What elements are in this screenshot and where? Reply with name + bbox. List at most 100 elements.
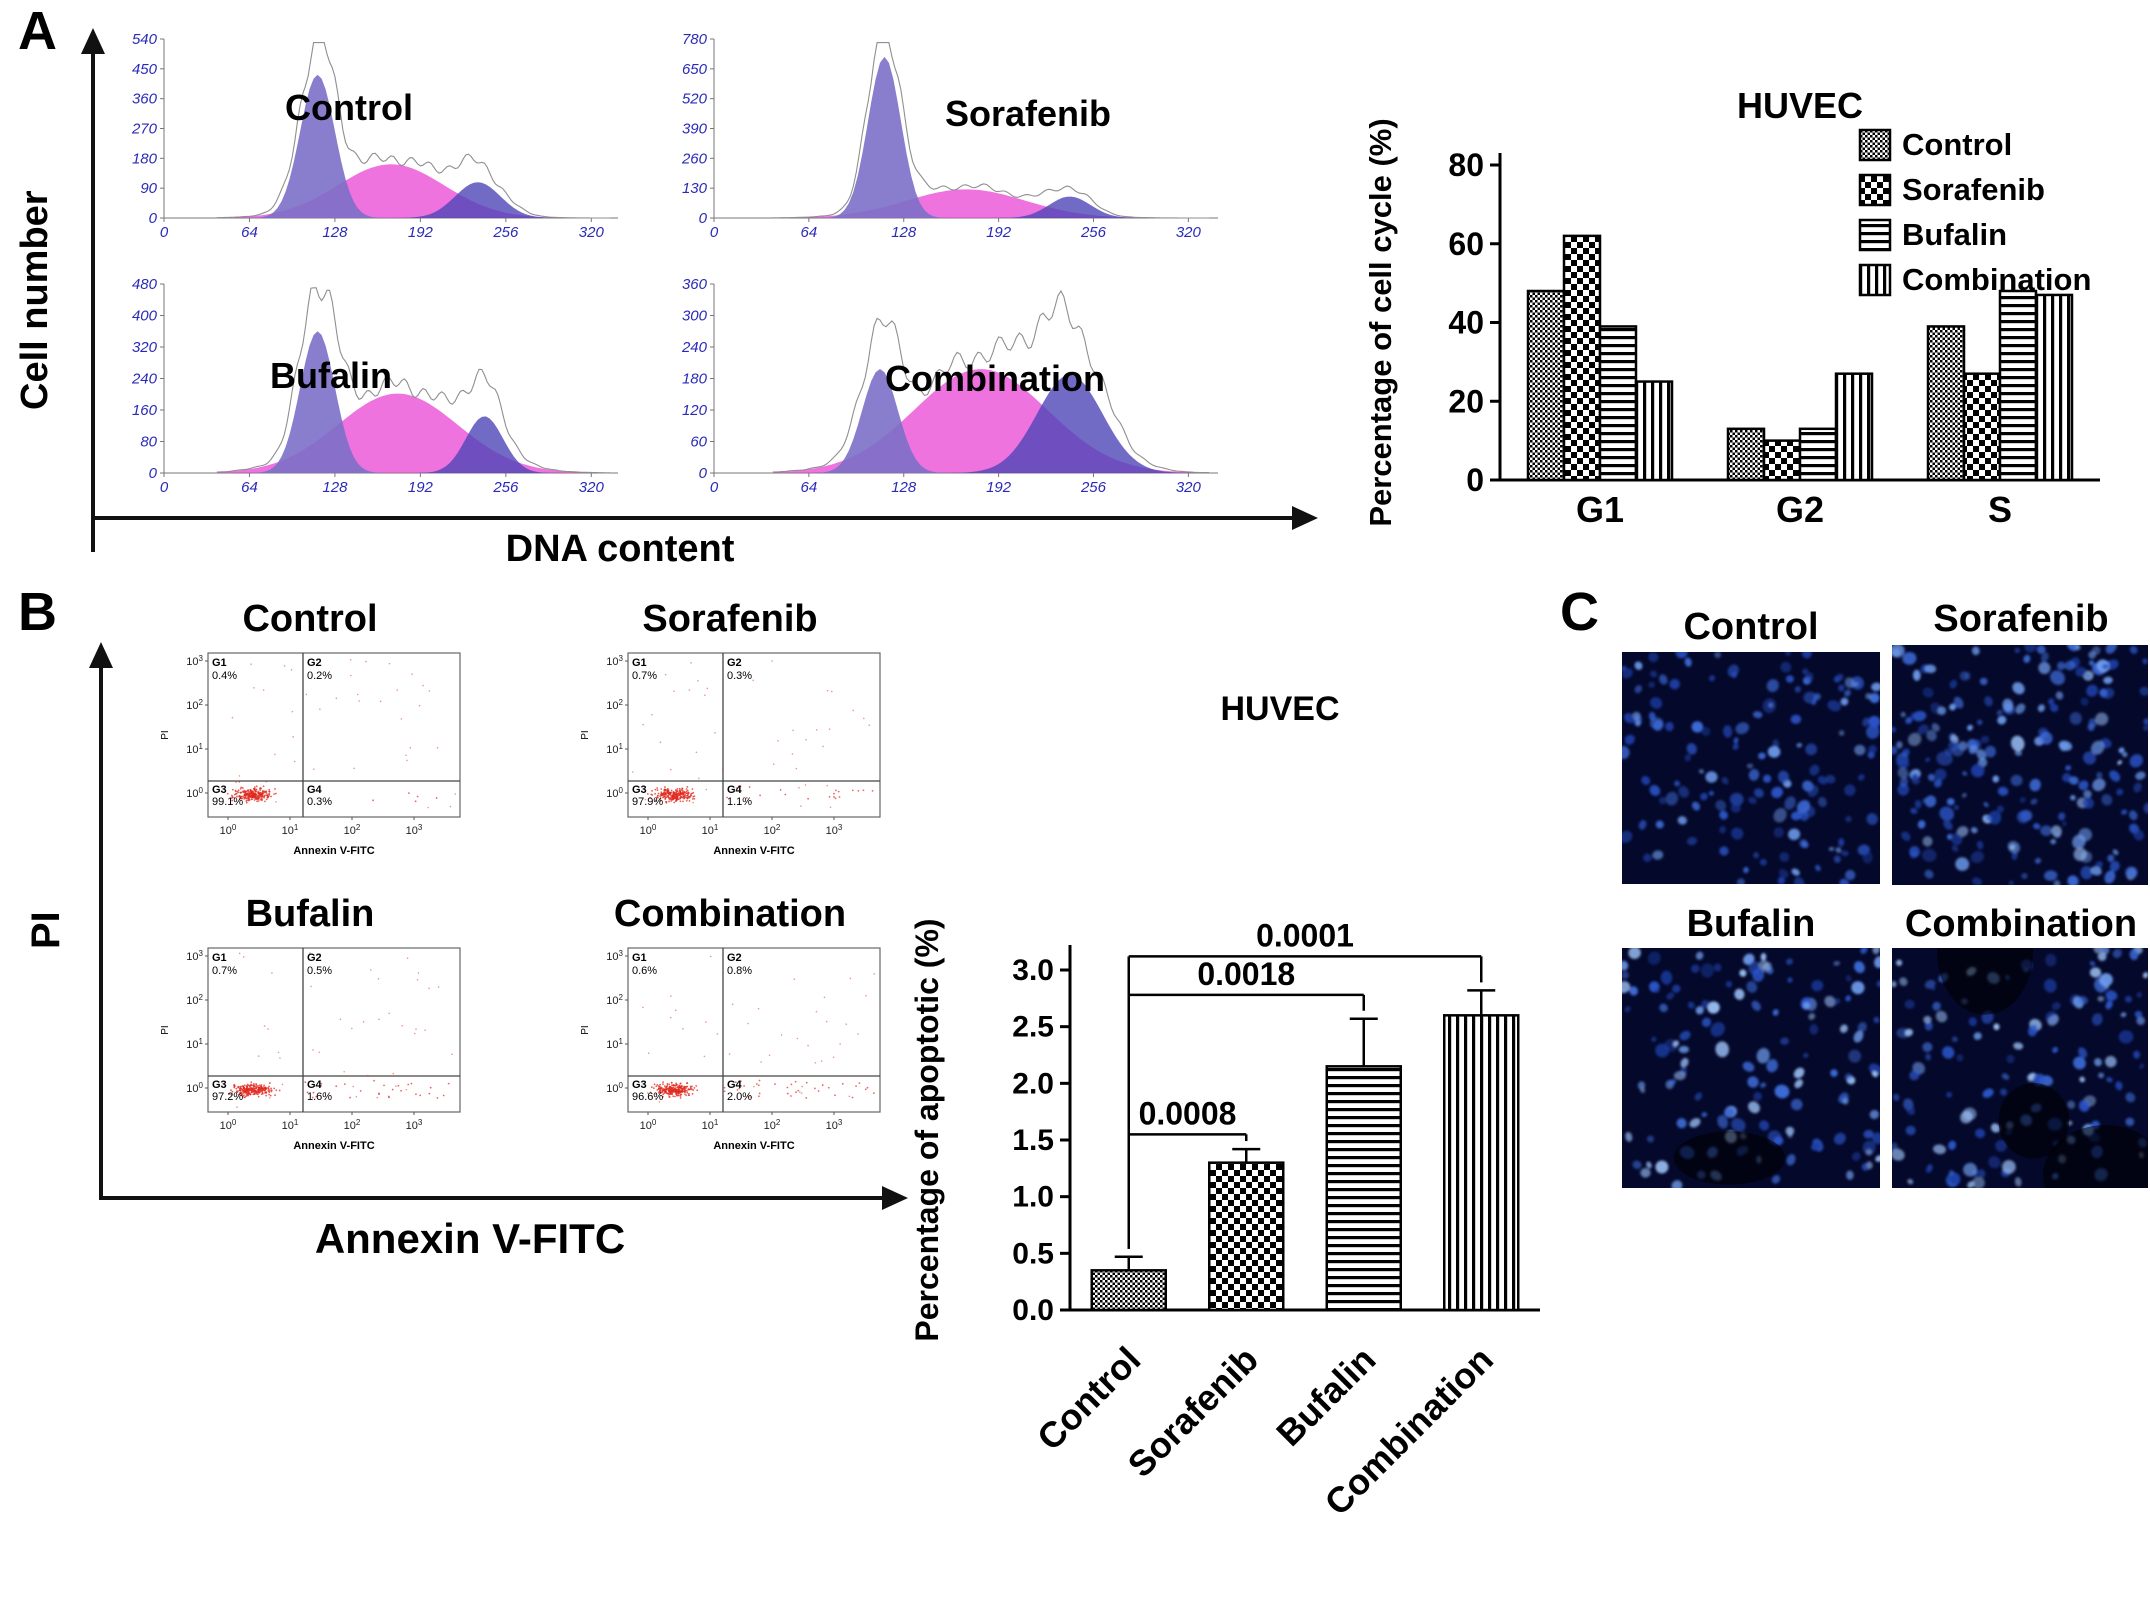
cell-cycle-chart: 0 20 40 60 80 HUVEC Percentage of cell cycle (… [1355, 80, 2150, 560]
cell-number-axis-label: Cell number [14, 190, 56, 410]
svg-text:0.0008: 0.0008 [1139, 1095, 1237, 1131]
svg-text:Bufalin: Bufalin [1268, 1339, 1383, 1454]
svg-text:101: 101 [282, 1118, 299, 1132]
flow-histogram-sorafenib: 780 650 520 390 260 130 0 0 64 128 192 256 320 Soraf… [670, 25, 1230, 250]
svg-text:0.8%: 0.8% [727, 965, 752, 977]
svg-text:240: 240 [681, 339, 708, 356]
svg-text:2.0: 2.0 [1012, 1067, 1054, 1100]
svg-text:192: 192 [408, 224, 434, 241]
svg-text:20: 20 [1448, 383, 1484, 419]
svg-text:1.6%: 1.6% [307, 1091, 332, 1103]
flow-histogram-control: 540 450 360 270 180 90 0 0 64 128 192 256 320 Contro… [120, 25, 630, 250]
svg-text:360: 360 [132, 91, 158, 108]
svg-text:0: 0 [699, 210, 708, 227]
svg-text:0.4%: 0.4% [212, 670, 237, 682]
svg-text:97.9%: 97.9% [632, 796, 663, 808]
svg-text:60: 60 [1448, 226, 1484, 262]
svg-text:64: 64 [801, 224, 818, 241]
microscopy-control [1617, 645, 1882, 889]
flow-histogram-bufalin-plot: 480 400 320 240 160 80 00 64 128 192 256 320 [131, 276, 618, 496]
scatter-control: 103 102 101 100 100 101 102 103 Annexin V-FITC PI… [150, 645, 470, 880]
panel-b-label: B [18, 582, 57, 642]
annexin-axis-label: Annexin V-FITC [314, 1215, 626, 1262]
microscopy-combination-image [1890, 890, 2150, 1226]
microscopy-bufalin [1616, 944, 1885, 1192]
svg-text:G4: G4 [727, 1079, 743, 1091]
flow-histogram-control-plot: 540 450 360 270 180 90 00 64 128 192 256 320 [131, 31, 618, 241]
scatter-sorafenib-title: Sorafenib [642, 598, 818, 640]
svg-text:520: 520 [682, 91, 708, 108]
svg-text:100: 100 [606, 786, 623, 800]
svg-text:103: 103 [826, 823, 843, 837]
svg-text:0.3%: 0.3% [307, 796, 332, 808]
svg-text:103: 103 [186, 949, 203, 963]
svg-text:PI: PI [580, 1025, 591, 1034]
svg-text:Annexin V-FITC: Annexin V-FITC [293, 1140, 374, 1152]
svg-text:180: 180 [132, 150, 158, 167]
svg-text:PI: PI [160, 1025, 171, 1034]
svg-text:G1: G1 [1576, 489, 1624, 530]
svg-text:100: 100 [640, 1118, 657, 1132]
svg-text:320: 320 [1176, 479, 1202, 496]
svg-text:0.5%: 0.5% [307, 965, 332, 977]
svg-text:180: 180 [682, 371, 708, 388]
svg-text:64: 64 [241, 479, 258, 496]
svg-text:400: 400 [132, 308, 158, 325]
svg-text:0.7%: 0.7% [632, 670, 657, 682]
svg-text:102: 102 [606, 698, 623, 712]
svg-text:G4: G4 [307, 1079, 323, 1091]
pi-axis-label: PI [24, 911, 68, 949]
svg-text:103: 103 [406, 1118, 423, 1132]
svg-text:0: 0 [1466, 462, 1484, 498]
microscopy-bufalin-image [1616, 944, 1885, 1192]
svg-text:256: 256 [1080, 224, 1107, 241]
svg-text:60: 60 [690, 434, 707, 451]
svg-text:S: S [1988, 489, 2012, 530]
svg-text:0: 0 [699, 465, 708, 482]
svg-text:G2: G2 [727, 952, 742, 964]
svg-text:Percentage of cell cycle (%): Percentage of cell cycle (%) [1363, 118, 1398, 526]
svg-text:Control: Control [1029, 1339, 1148, 1458]
svg-text:1.5: 1.5 [1012, 1124, 1054, 1157]
svg-text:HUVEC: HUVEC [1220, 690, 1339, 728]
svg-text:G4: G4 [307, 784, 323, 796]
svg-text:320: 320 [579, 479, 605, 496]
flow-histogram-combination-title: Combination [885, 358, 1105, 399]
svg-text:G2: G2 [727, 657, 742, 669]
svg-text:G2: G2 [307, 657, 322, 669]
svg-text:Sorafenib: Sorafenib [1902, 172, 2045, 207]
flow-histogram-combination: 360 300 240 180 120 60 0 0 64 128 192 256 320 Combin… [670, 270, 1230, 505]
svg-text:0: 0 [710, 479, 719, 496]
svg-text:128: 128 [891, 479, 917, 496]
panel-a-label: A [18, 1, 57, 61]
svg-text:64: 64 [241, 224, 258, 241]
svg-text:40: 40 [1448, 305, 1484, 341]
dna-content-axis-arrow [93, 506, 1318, 530]
svg-text:650: 650 [682, 61, 708, 78]
pi-axis-arrow [89, 642, 113, 1200]
svg-text:G4: G4 [727, 784, 743, 796]
svg-text:260: 260 [681, 150, 708, 167]
svg-text:256: 256 [492, 479, 519, 496]
svg-text:390: 390 [682, 121, 708, 138]
svg-text:320: 320 [132, 339, 158, 356]
svg-text:0: 0 [149, 210, 158, 227]
panel-c-label: C [1560, 582, 1599, 642]
svg-text:103: 103 [826, 1118, 843, 1132]
svg-text:128: 128 [891, 224, 917, 241]
scatter-control-title: Control [242, 598, 378, 640]
svg-text:G3: G3 [212, 1079, 227, 1091]
microscopy-control-title: Control [1683, 606, 1819, 648]
svg-text:780: 780 [682, 31, 708, 48]
svg-text:160: 160 [132, 402, 158, 419]
scatter-combination: 103 102 101 100 100 101 102 103 Annexin V-FITC PI… [570, 940, 890, 1175]
svg-text:101: 101 [606, 742, 623, 756]
svg-text:103: 103 [406, 823, 423, 837]
svg-text:130: 130 [682, 180, 708, 197]
svg-text:99.1%: 99.1% [212, 796, 243, 808]
svg-text:Combination: Combination [1902, 262, 2091, 297]
svg-text:G2: G2 [307, 952, 322, 964]
scatter-sorafenib: 103 102 101 100 100 101 102 103 Annexin V-FITC PI… [570, 645, 890, 880]
svg-text:450: 450 [132, 61, 158, 78]
scatter-combination-plot: 103 102 101 100 100 101 102 103 Annexin V-FITC PI… [580, 947, 881, 1152]
